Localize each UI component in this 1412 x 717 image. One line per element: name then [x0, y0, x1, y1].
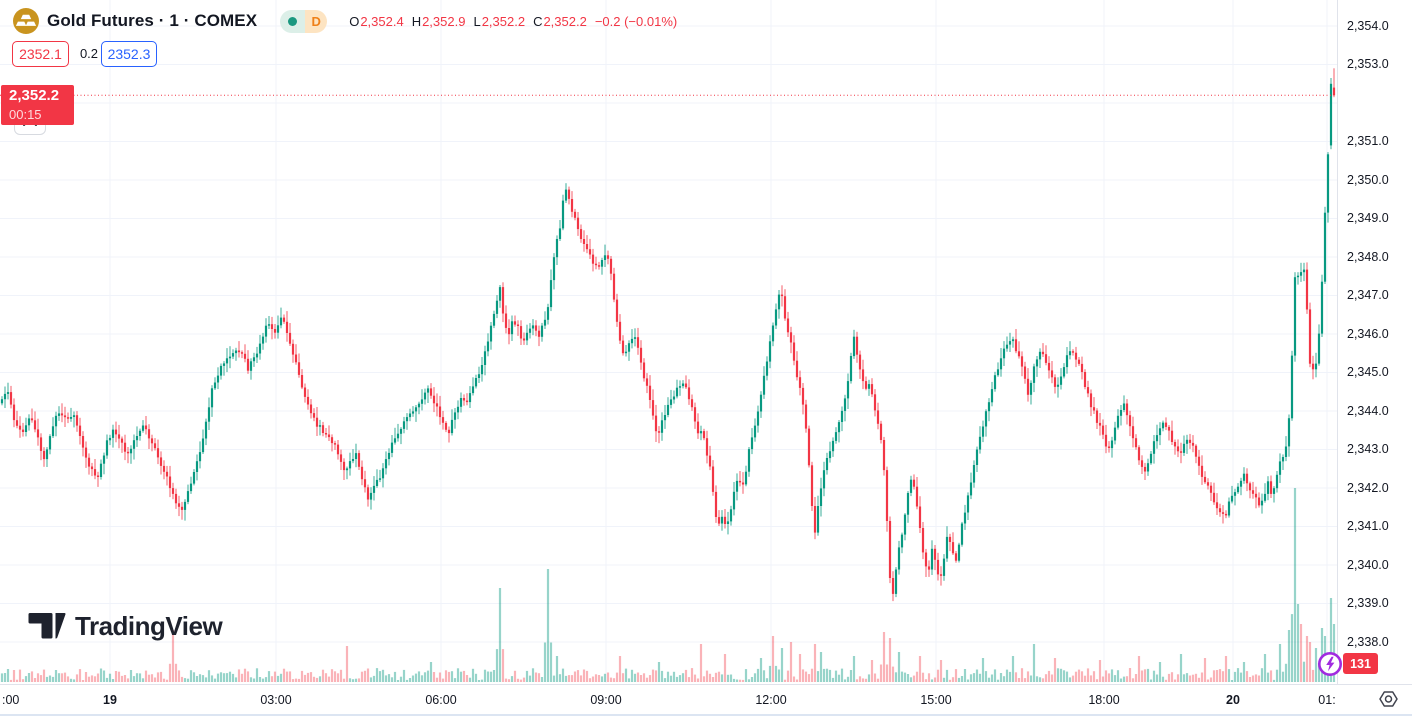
tradingview-logo[interactable]: TradingView: [28, 610, 223, 642]
scales-settings-icon[interactable]: [1378, 690, 1400, 708]
sell-bid-button[interactable]: 2352.1: [12, 41, 69, 67]
price-axis-label: 2,342.0: [1347, 480, 1389, 495]
time-axis-label: 15:00: [920, 693, 952, 707]
time-axis-label: 12:00: [755, 693, 787, 707]
ohlc-open-label: O: [349, 13, 360, 29]
interval-badge: D: [305, 9, 328, 33]
price-axis[interactable]: 2,354.0 2,353.0 2,351.0 2,350.0 2,349.0 2,348…: [1337, 0, 1412, 684]
pane-separator: [0, 714, 1412, 716]
ohlc-close-value: 2,352.2: [543, 13, 587, 29]
volume-axis-badge: 131: [1343, 653, 1378, 674]
price-axis-label: 2,349.0: [1347, 211, 1389, 225]
market-status-dot-icon: [288, 16, 298, 26]
ohlc-open-value: 2,352.4: [360, 13, 404, 29]
ohlc-high-value: 2,352.9: [422, 13, 466, 29]
last-price-value: 2,352.2: [9, 87, 60, 104]
price-axis-label: 2,340.0: [1347, 557, 1389, 572]
time-axis-label: 09:00: [590, 693, 622, 707]
tradingview-logo-mark-icon: [28, 612, 66, 639]
ohlc-high-label: H: [411, 13, 422, 29]
last-price-badge: 2,352.2 00:15: [1, 85, 74, 125]
time-axis-label: 06:00: [425, 693, 457, 707]
ohlc-close-label: C: [533, 13, 543, 29]
market-status-segment: [280, 9, 306, 33]
price-axis-label: 2,351.0: [1347, 134, 1389, 148]
lightning-bolt-icon: [1326, 656, 1335, 672]
price-axis-label: 2,346.0: [1347, 326, 1389, 341]
price-axis-label: 2,348.0: [1347, 249, 1389, 264]
symbol-title[interactable]: Gold Futures · 1 · COMEX: [47, 11, 258, 30]
gold-instrument-icon: [13, 8, 39, 34]
price-axis-label: 2,353.0: [1347, 57, 1389, 71]
ohlc-change-value: −0.2 (−0.01%): [594, 13, 678, 29]
price-axis-label: 2,345.0: [1347, 365, 1389, 379]
price-axis-label: 2,338.0: [1347, 634, 1389, 649]
bar-countdown: 00:15: [9, 107, 42, 122]
price-axis-label: 2,354.0: [1347, 18, 1389, 33]
price-axis-label: 2,350.0: [1347, 172, 1389, 187]
spread-value: 0.2: [79, 46, 99, 61]
time-axis-label: :00: [2, 693, 20, 707]
ohlc-values: O 2,352.4 H 2,352.9 L 2,352.2 C 2,352.2 −0.2…: [349, 14, 677, 29]
time-axis-label: 03:00: [260, 693, 292, 707]
time-axis-label: 01:: [1318, 693, 1336, 707]
price-axis-label: 2,344.0: [1347, 403, 1389, 418]
volume-indicator-marker[interactable]: [1317, 651, 1343, 677]
time-axis[interactable]: :00 19 03:00 06:00 09:00 12:00 15:00 18:00 20 01:: [0, 684, 1412, 716]
price-axis-label: 2,347.0: [1347, 288, 1389, 302]
buy-ask-button[interactable]: 2352.3: [101, 41, 157, 67]
price-axis-label: 2,339.0: [1347, 596, 1389, 610]
price-axis-label: 2,343.0: [1347, 442, 1389, 456]
interval-pill[interactable]: D: [280, 9, 328, 33]
time-axis-label: 19: [103, 693, 117, 707]
chart-legend: Gold Futures · 1 · COMEX D O 2,352.4 H 2,3…: [13, 7, 677, 35]
ohlc-low-value: 2,352.2: [481, 13, 526, 29]
ohlc-low-label: L: [473, 13, 481, 29]
price-axis-label: 2,341.0: [1347, 519, 1389, 533]
time-axis-label: 20: [1226, 693, 1240, 707]
time-axis-label: 18:00: [1088, 693, 1120, 707]
tradingview-logo-text: TradingView: [75, 610, 223, 641]
